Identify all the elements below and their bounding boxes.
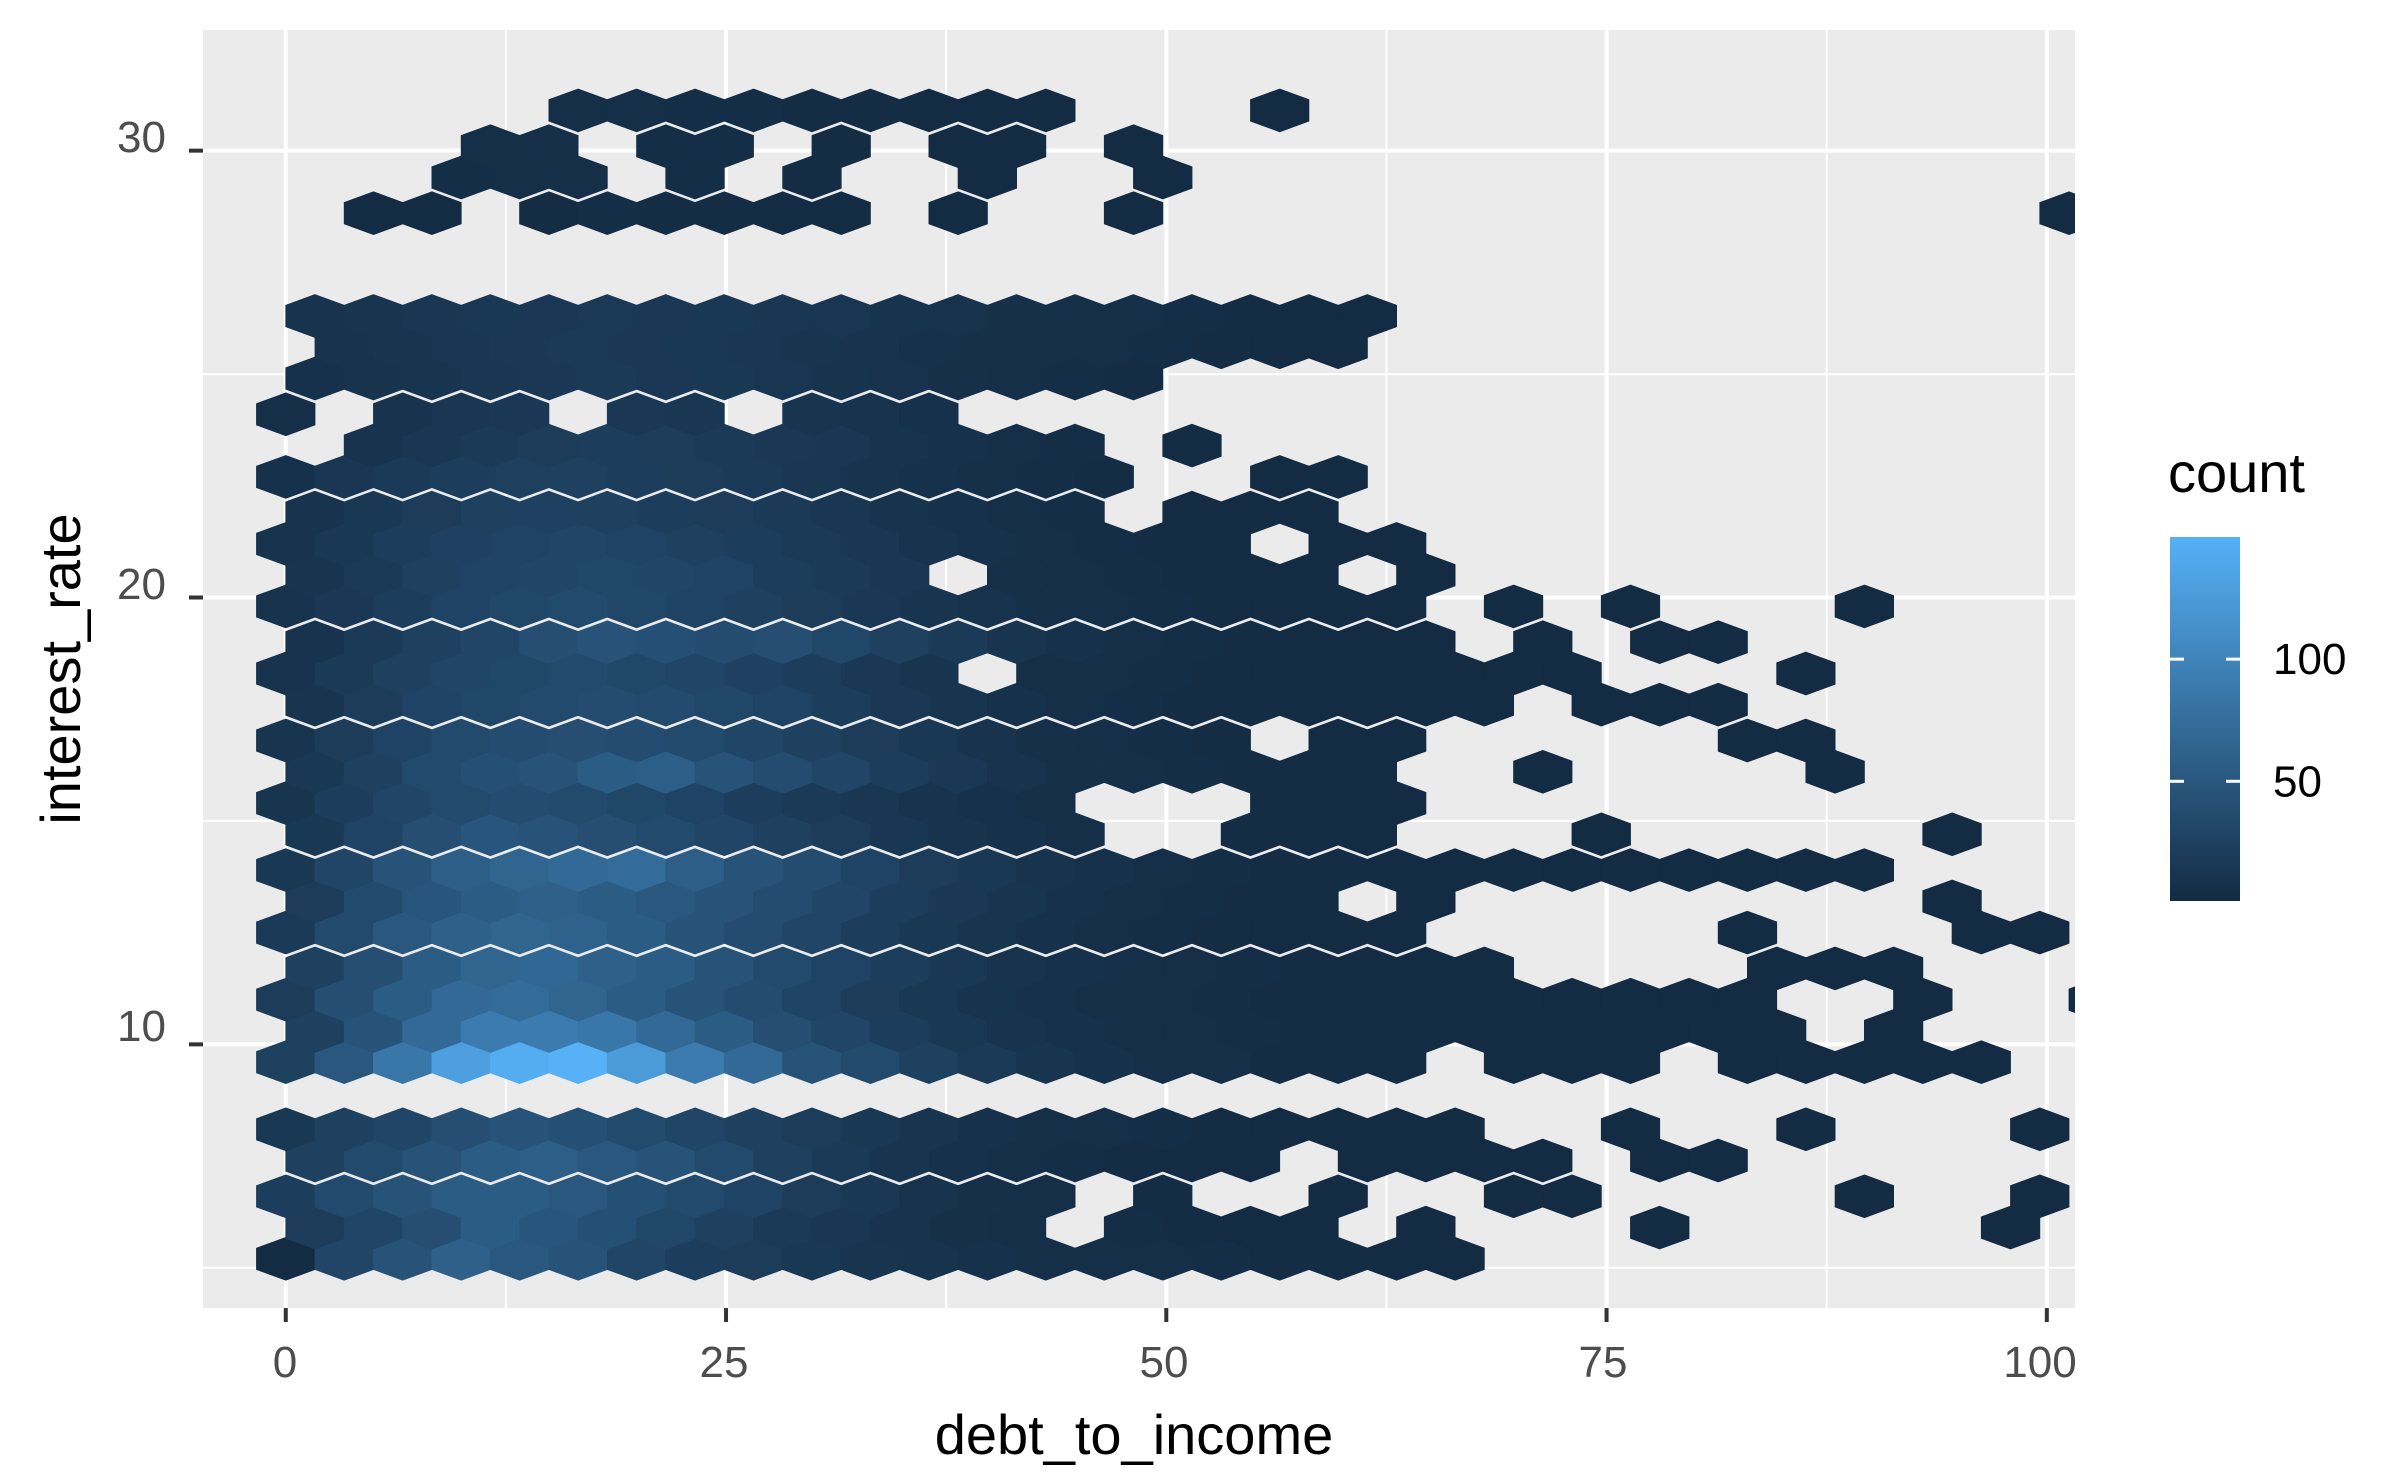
hex-bin [1600, 584, 1661, 629]
y-tick-label-20: 20 [117, 560, 166, 609]
legend-label-100: 100 [2273, 635, 2346, 684]
hex-bin [1016, 88, 1076, 133]
legend-title: count [2168, 441, 2305, 504]
hex-bin [2010, 910, 2070, 955]
y-axis: 10 20 30 [117, 113, 203, 1051]
hex-bin [1951, 1040, 2011, 1085]
hex-bin [1571, 812, 1631, 857]
hex-bin [665, 392, 725, 437]
hex-bin [1542, 1174, 1602, 1219]
hex-bin [1103, 191, 1164, 236]
hex-layer [256, 88, 2273, 1281]
hex-bin [811, 124, 871, 169]
hex-bin [1396, 620, 1456, 665]
hex-bin [2098, 813, 2157, 856]
hex-bin [1630, 1205, 1690, 1250]
hex-bin [1308, 455, 1368, 499]
hex-bin [2010, 1174, 2070, 1219]
hex-bin [1834, 1174, 1894, 1219]
y-axis-title: interest_rate [29, 513, 92, 824]
hex-bin [1717, 910, 1778, 955]
hex-bin [1250, 88, 1310, 133]
hex-bin [1776, 1107, 1836, 1152]
hex-bin [1367, 522, 1427, 566]
x-axis-title: debt_to_income [935, 1403, 1334, 1466]
hex-bin [2068, 986, 2075, 1014]
hex-bin [1513, 749, 1573, 794]
hex-bin [1045, 490, 1105, 535]
hex-bin [1162, 423, 1222, 468]
hex-bin [1600, 1107, 1661, 1152]
x-tick-label-100: 100 [2003, 1338, 2076, 1387]
hex-bin [1688, 1138, 1748, 1183]
hex-bin [1191, 718, 1251, 763]
hex-bin [2010, 1107, 2070, 1152]
hex-bin [519, 124, 579, 169]
x-tick-label-75: 75 [1579, 1338, 1628, 1387]
hex-bin [402, 191, 462, 236]
hex-bin [1513, 620, 1573, 665]
hex-bin [2128, 1041, 2186, 1084]
hex-bin [1396, 1205, 1456, 1250]
hex-bin [1864, 946, 1924, 991]
hex-bin [1483, 584, 1544, 629]
legend: count 50 100 [2168, 441, 2346, 901]
y-tick-label-10: 10 [117, 1002, 166, 1051]
hex-bin [694, 124, 754, 169]
x-tick-label-0: 0 [273, 1338, 297, 1387]
hex-bin [1688, 682, 1748, 727]
hex-bin [1454, 946, 1514, 991]
hex-bin [1308, 1174, 1368, 1219]
legend-colorbar [2170, 537, 2240, 901]
hex-bin [1103, 124, 1164, 169]
hex-bin [2215, 1010, 2273, 1053]
hex-bin [1688, 620, 1748, 665]
hex-bin [987, 124, 1047, 169]
hex-bin [811, 191, 871, 236]
hex-bin [1922, 879, 1982, 924]
y-tick-label-30: 30 [117, 113, 166, 162]
hex-bin [1834, 584, 1894, 629]
x-tick-label-25: 25 [700, 1338, 749, 1387]
hex-bin [1513, 1138, 1573, 1183]
hex-bin [1776, 651, 1836, 696]
hex-bin [256, 392, 316, 437]
hex-bin [1367, 718, 1427, 763]
hex-bin [1834, 848, 1894, 892]
x-axis: 0 25 50 75 100 [273, 1308, 2077, 1387]
hex-bin [1279, 490, 1339, 535]
hex-bin [2186, 1041, 2245, 1084]
hex-bin [1425, 1107, 1485, 1152]
legend-ticks [2170, 657, 2240, 783]
hex-bin [928, 191, 988, 236]
hex-bin [489, 392, 550, 437]
hex-bin [1776, 718, 1836, 763]
hex-bin [1133, 1174, 1193, 1219]
hex-bin [899, 392, 959, 437]
hex-bin [1337, 294, 1397, 338]
hex-bin [1016, 1174, 1076, 1219]
legend-label-50: 50 [2273, 757, 2322, 806]
x-tick-label-50: 50 [1140, 1338, 1189, 1387]
hex-bin [2039, 191, 2075, 236]
hex-bin [1922, 812, 1982, 857]
hex-bin [1045, 423, 1105, 468]
